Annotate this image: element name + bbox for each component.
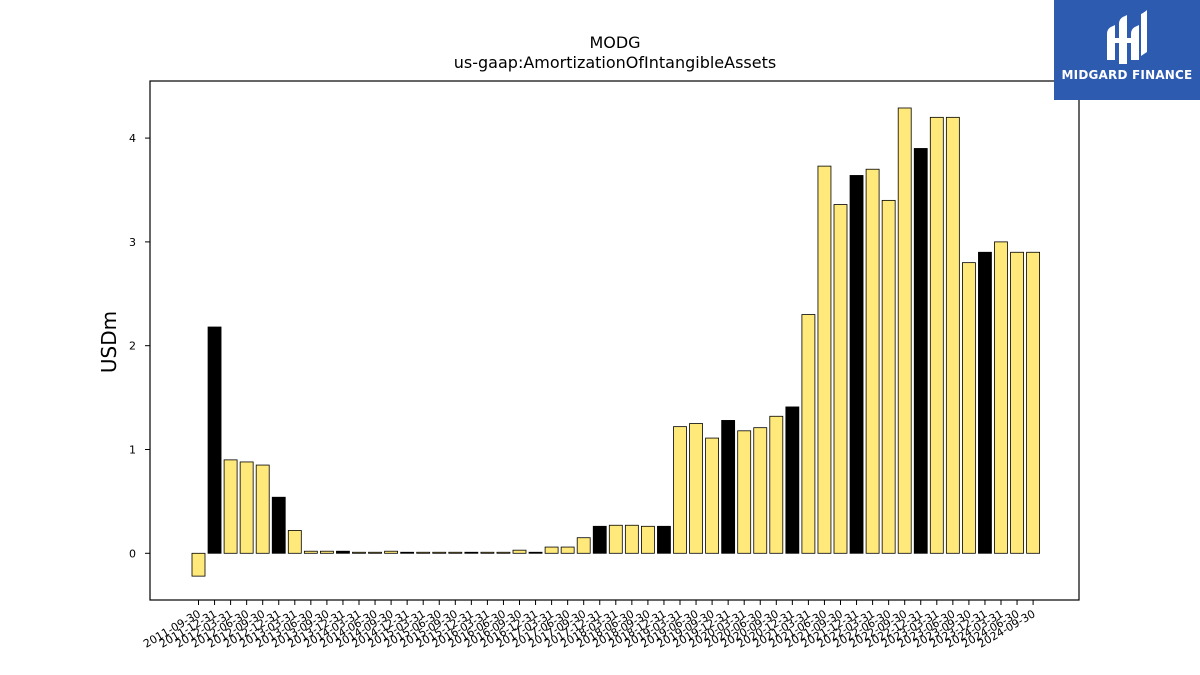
bar-2018-12-31 [657,525,671,554]
y-axis-label: USDm [97,311,121,373]
bar-2024-06-30 [1010,251,1024,554]
bar-2019-12-31 [721,420,736,554]
bar-2015-06-30 [432,551,447,554]
bar-2018-09-30 [641,525,655,554]
bar-2021-03-31 [801,314,816,554]
bar-2023-09-30 [962,262,976,554]
bar-2023-12-31 [978,251,992,554]
bar-2011-09-30 [191,552,206,577]
bars [191,107,1040,577]
bar-2017-12-31 [592,525,607,554]
bar-2016-09-30 [512,549,527,554]
bar-2012-12-31 [271,496,286,554]
bar-2024-03-31 [994,241,1008,554]
y-tick-label: 2 [129,340,136,353]
bar-2015-09-30 [448,551,463,554]
bar-2022-09-30 [897,107,912,554]
bar-2017-09-30 [576,537,591,554]
bar-2013-09-30 [319,550,334,554]
bar-2014-09-30 [384,550,399,554]
bar-2021-06-30 [817,165,832,554]
midgard-logo-icon [1107,10,1147,64]
bar-2022-03-31 [865,168,880,554]
bar-2015-12-31 [464,551,479,554]
x-axis: 2011-09-302011-12-312012-03-312012-06-30… [141,600,1038,651]
bar-2020-06-30 [753,427,768,554]
y-tick-label: 4 [129,132,136,145]
bar-2014-12-31 [400,551,415,554]
bar-2023-06-30 [945,116,960,554]
bar-2017-06-30 [560,546,575,554]
bar-2013-03-31 [287,530,302,554]
bar-2012-03-31 [223,459,238,554]
bar-2023-03-31 [929,116,944,554]
bar-2019-09-30 [705,437,719,554]
y-tick-label: 1 [129,443,136,456]
bar-2018-03-31 [608,524,623,554]
bar-2016-06-30 [496,551,511,554]
logo-text: MIDGARD FINANCE [1061,68,1193,82]
bar-2022-06-30 [881,199,896,554]
bar-2018-06-30 [624,524,639,554]
bar-2015-03-31 [416,551,431,554]
bar-2014-03-31 [352,551,366,554]
bar-2021-12-31 [849,175,864,554]
y-tick-label: 3 [129,236,136,249]
y-tick-label: 0 [129,547,136,560]
bar-2011-12-31 [207,326,222,554]
bar-2017-03-31 [544,546,559,554]
bar-2021-09-30 [833,204,848,554]
bar-2013-06-30 [303,550,318,554]
bar-2024-09-30 [1026,251,1040,554]
bar-2014-06-30 [368,551,382,554]
midgard-finance-logo: MIDGARD FINANCE [1054,0,1200,100]
bar-2020-12-31 [785,406,800,554]
bar-2019-06-30 [689,423,703,554]
bar-2013-12-31 [336,550,350,554]
bar-2016-03-31 [480,551,495,554]
bar-2012-06-30 [239,461,254,554]
chart-title: MODG [589,33,640,52]
plot-frame [149,80,1080,601]
bar-2020-03-31 [737,430,752,554]
bar-2016-12-31 [528,551,543,554]
chart-subtitle: us-gaap:AmortizationOfIntangibleAssets [454,53,776,72]
y-axis: 0 1 2 3 4 [129,132,150,560]
bar-2022-12-31 [913,148,928,554]
bar-2020-09-30 [769,415,784,554]
bar-2012-09-30 [255,464,270,554]
bar-2019-03-31 [673,426,687,554]
